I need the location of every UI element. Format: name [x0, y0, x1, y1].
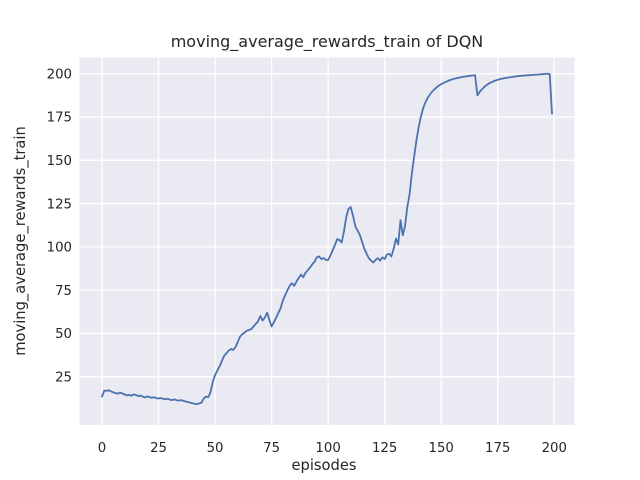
chart-title: moving_average_rewards_train of DQN [171, 32, 484, 52]
y-tick-label: 100 [47, 241, 72, 256]
x-tick-label: 200 [542, 441, 567, 456]
y-tick-label: 125 [47, 197, 72, 212]
gridlines [79, 57, 575, 425]
y-tick-label: 175 [47, 111, 72, 126]
x-tick-label: 0 [98, 441, 106, 456]
x-tick-label: 25 [150, 441, 167, 456]
y-axis-label: moving_average_rewards_train [12, 126, 29, 356]
x-axis-tick-labels: 0 25 50 75 100 125 150 175 200 [98, 441, 567, 456]
x-tick-label: 125 [372, 441, 397, 456]
data-line [101, 72, 553, 405]
y-tick-label: 75 [55, 284, 72, 299]
y-tick-label: 25 [55, 370, 72, 385]
plot-area [79, 57, 575, 425]
x-tick-label: 150 [429, 441, 454, 456]
y-tick-label: 150 [47, 154, 72, 169]
x-tick-label: 175 [485, 441, 510, 456]
x-axis-label: episodes [291, 457, 356, 474]
y-tick-label: 200 [47, 67, 72, 82]
y-tick-label: 50 [55, 327, 72, 342]
line-series [101, 72, 553, 405]
y-axis-tick-labels: 25 50 75 100 125 150 175 200 [47, 67, 72, 385]
x-tick-label: 100 [315, 441, 340, 456]
x-tick-label: 75 [263, 441, 280, 456]
x-tick-label: 50 [207, 441, 224, 456]
